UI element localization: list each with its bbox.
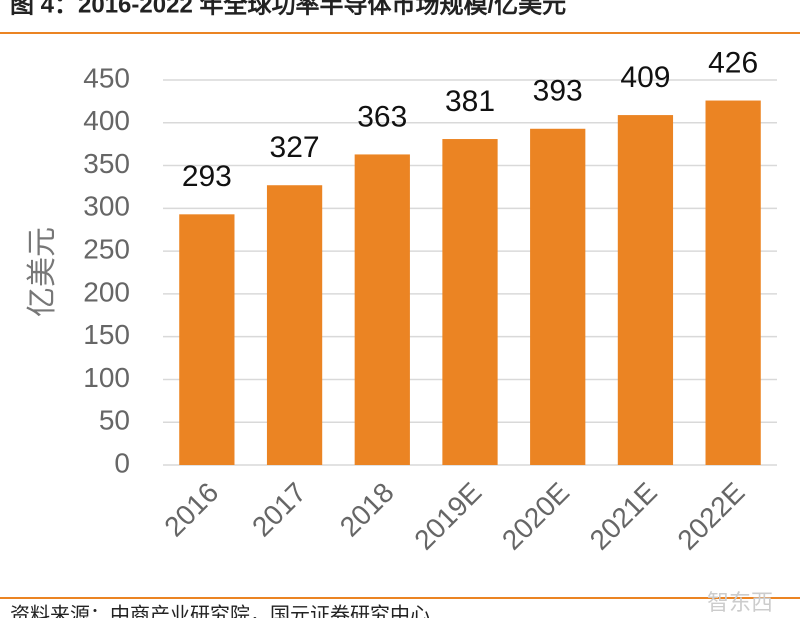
x-tick-label: 2020E <box>496 477 575 556</box>
bar <box>705 100 761 466</box>
y-tick-label: 0 <box>114 447 130 478</box>
value-label: 381 <box>445 85 495 118</box>
y-tick-label: 350 <box>83 148 130 179</box>
y-tick-label: 100 <box>83 362 130 393</box>
x-tick-label: 2021E <box>584 477 663 556</box>
y-tick-label: 150 <box>83 319 130 350</box>
y-axis-label: 亿美元 <box>26 227 59 317</box>
value-label: 363 <box>357 100 407 133</box>
x-tick-label: 2017 <box>246 477 312 543</box>
y-tick-label: 200 <box>83 276 130 307</box>
chart-title: 图 4：2016-2022 年全球功率半导体市场规模/亿美元 <box>10 0 566 18</box>
x-tick-label: 2016 <box>158 477 224 543</box>
watermark: 智东西 <box>707 590 773 615</box>
x-tick-label: 2022E <box>671 477 750 556</box>
bar <box>442 139 498 466</box>
value-label: 393 <box>533 75 583 108</box>
x-tick-label: 2018 <box>334 477 400 543</box>
value-label: 293 <box>182 160 232 193</box>
value-label: 426 <box>708 46 758 79</box>
y-tick-label: 50 <box>99 405 130 436</box>
bar <box>617 115 674 466</box>
bar <box>179 214 235 465</box>
value-label: 409 <box>620 61 670 94</box>
y-tick-label: 400 <box>83 105 130 136</box>
y-tick-label: 300 <box>83 191 130 222</box>
x-tick-label: 2019E <box>408 477 487 556</box>
bar <box>530 128 586 465</box>
y-tick-label: 450 <box>83 62 130 93</box>
y-tick-label: 250 <box>83 234 130 265</box>
source-note: 资料来源：中商产业研究院，国元证券研究中心 <box>10 603 430 618</box>
bar <box>266 185 323 465</box>
bar <box>354 154 410 465</box>
value-label: 327 <box>270 131 320 164</box>
